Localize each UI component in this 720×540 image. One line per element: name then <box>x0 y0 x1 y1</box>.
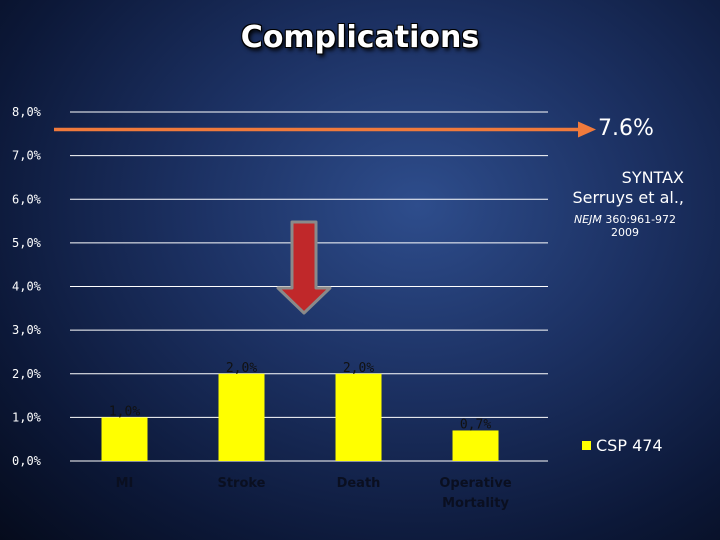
bar <box>335 373 382 461</box>
legend-swatch <box>582 441 591 450</box>
x-tick-label: Operative <box>439 476 512 491</box>
y-tick-label: 4,0% <box>12 280 42 294</box>
reference-value-label: 7.6% <box>598 116 654 141</box>
data-label: 1,0% <box>109 404 140 419</box>
bars <box>101 373 499 461</box>
down-arrow-shape <box>276 220 332 315</box>
chart-title: Complications <box>240 20 480 55</box>
reference-line <box>54 121 596 138</box>
x-axis-ticks: MI Stroke Death Operative Mortality <box>116 476 512 511</box>
x-tick-label: MI <box>116 476 134 491</box>
y-axis-ticks: 0,0% 1,0% 2,0% 3,0% 4,0% 5,0% 6,0% 7,0% 8,0% <box>12 105 42 468</box>
x-tick-label: Stroke <box>217 476 265 491</box>
data-labels: 1,0% 2,0% 2,0% 0,7% <box>109 361 491 433</box>
x-tick-label: Death <box>337 476 381 491</box>
reference-source-line2: Serruys et al., <box>572 188 684 207</box>
data-label: 2,0% <box>343 361 374 376</box>
citation-year: 2009 <box>611 226 639 239</box>
y-tick-label: 7,0% <box>12 149 42 163</box>
y-tick-label: 3,0% <box>12 323 42 337</box>
legend: CSP 474 <box>582 436 663 455</box>
y-tick-label: 1,0% <box>12 410 42 424</box>
citation-detail: 360:961-972 <box>605 213 677 226</box>
bar <box>452 430 499 461</box>
down-arrow-icon <box>276 220 332 315</box>
data-label: 2,0% <box>226 361 257 376</box>
bar <box>101 417 148 461</box>
reference-citation: NEJM 360:961-972 2009 <box>560 213 690 239</box>
reference-source-line1: SYNTAX <box>621 168 684 187</box>
citation-journal: NEJM <box>573 213 602 226</box>
x-tick-label: Mortality <box>442 496 509 511</box>
reference-source: SYNTAX Serruys et al., <box>560 168 684 208</box>
y-tick-label: 8,0% <box>12 105 42 119</box>
reference-arrowhead <box>578 121 596 138</box>
bar <box>218 373 265 461</box>
data-label: 0,7% <box>460 417 491 432</box>
y-tick-label: 0,0% <box>12 454 42 468</box>
legend-label: CSP 474 <box>596 436 663 455</box>
y-tick-label: 6,0% <box>12 192 42 206</box>
y-tick-label: 2,0% <box>12 367 42 381</box>
y-tick-label: 5,0% <box>12 236 42 250</box>
